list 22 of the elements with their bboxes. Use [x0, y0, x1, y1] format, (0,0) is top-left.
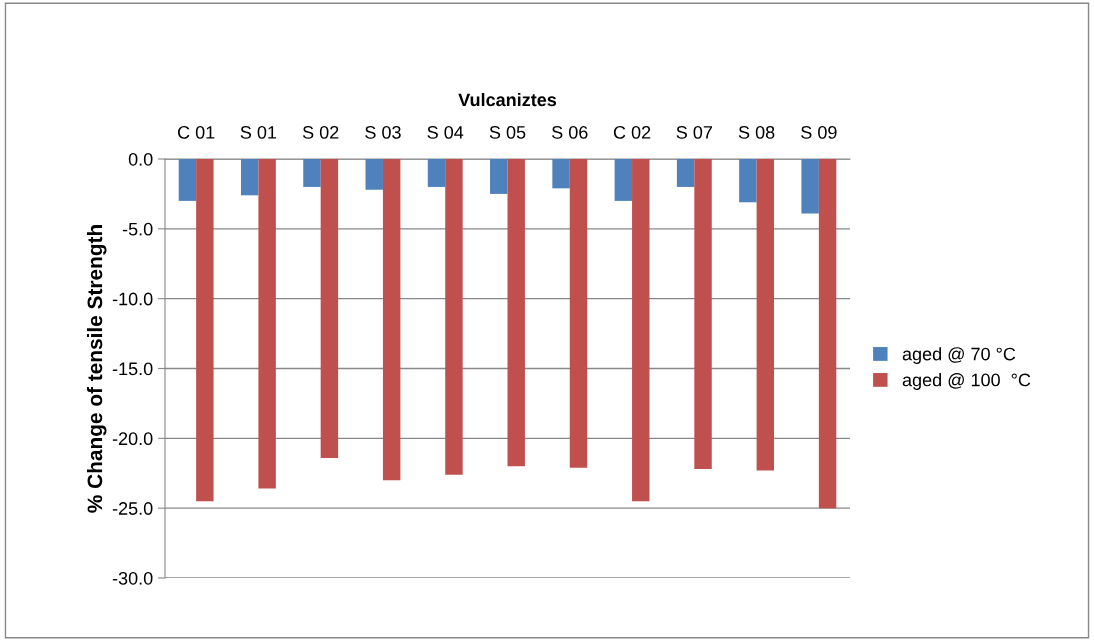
y-tick-label: -15.0: [112, 362, 153, 376]
y-tick-label: -10.0: [112, 292, 153, 306]
x-tick-label: S 03: [365, 125, 401, 139]
x-tick-label: S 02: [302, 125, 339, 139]
x-tick-label: C 01: [177, 125, 215, 139]
x-tick-label: S 09: [801, 125, 837, 139]
y-tick-label: -20.0: [112, 432, 153, 446]
y-tick-label: -25.0: [112, 502, 153, 515]
x-axis-title: Vulcaniztes: [458, 92, 557, 107]
legend-label: aged @ 100 °C: [902, 373, 1031, 390]
y-tick-label: -30.0: [112, 571, 153, 585]
x-tick-label: S 06: [552, 125, 588, 139]
x-tick-label: S 07: [676, 125, 712, 139]
x-tick-label: S 05: [489, 125, 526, 139]
y-axis-title: % Change of tensile Strength: [86, 225, 107, 513]
x-tick-label: S 08: [738, 125, 775, 139]
y-tick-label: -5.0: [122, 222, 153, 236]
x-tick-label: S 01: [240, 125, 277, 139]
x-tick-label: S 04: [427, 125, 464, 139]
y-tick-label: 0.0: [128, 152, 153, 166]
legend-label: aged @ 70 °C: [902, 347, 1016, 364]
x-tick-label: C 02: [613, 125, 651, 139]
